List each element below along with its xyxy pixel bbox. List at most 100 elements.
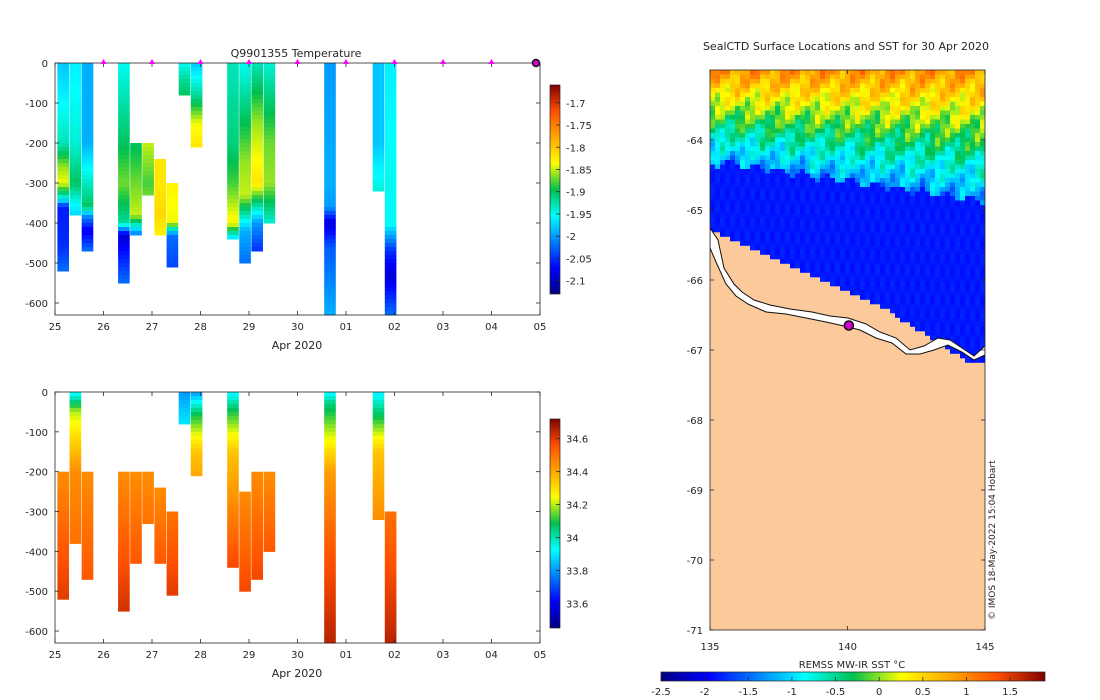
profile-column	[81, 63, 94, 252]
y-tick-label: -600	[25, 299, 48, 310]
x-tick-label: 27	[146, 322, 159, 333]
profile-column	[130, 143, 142, 236]
map-y-tick-label: -71	[687, 626, 703, 637]
profile-column	[81, 471, 94, 580]
colorbar-tick-label: 34.6	[566, 435, 588, 446]
temperature-colorbar: -1.7 -1.75 -1.8 -1.85 -1.9 -1.95 -2 -2.05 -2.1	[549, 84, 592, 295]
x-tick-label: 27	[146, 650, 159, 661]
sst-colorbar-tick-label: -2.5	[651, 687, 671, 698]
seal-location-marker	[843, 320, 855, 331]
profile-column	[142, 143, 154, 196]
profile-column	[130, 471, 142, 564]
sst-map-panel: SealCTD Surface Locations and SST for 30…	[651, 40, 1046, 698]
sst-colorbar-tick-label: -1	[787, 687, 797, 698]
colorbar-tick-label: 34	[566, 533, 579, 544]
x-tick-label: 02	[388, 650, 401, 661]
ice-shelf-edge	[710, 227, 985, 361]
profile-column	[118, 471, 130, 612]
profile-column	[178, 392, 191, 425]
profile-column	[384, 63, 397, 316]
sst-colorbar-tick-label: -1.5	[739, 687, 759, 698]
colorbar-tick-label: 33.6	[566, 599, 588, 610]
y-tick-label: -400	[25, 219, 48, 230]
profile-marker	[197, 59, 204, 64]
temperature-data	[57, 63, 397, 316]
sst-colorbar-tick-label: -2	[700, 687, 710, 698]
profile-column	[118, 63, 130, 284]
map-x-tick-label: 135	[700, 642, 719, 653]
x-tick-label: 30	[291, 650, 304, 661]
profile-column	[372, 63, 385, 192]
profile-column	[251, 471, 263, 580]
colorbar-tick-label: -1.95	[566, 210, 592, 221]
profile-column	[324, 392, 336, 644]
profile-column	[239, 491, 251, 592]
temperature-xlabel: Apr 2020	[272, 339, 323, 352]
sst-colorbar: REMSS MW-IR SST °C -2.5 -2 -1.5 -1 -0.5 0 0.5 1…	[651, 660, 1046, 698]
x-tick-label: 01	[340, 322, 353, 333]
profile-column	[142, 471, 154, 524]
current-profile-marker	[531, 58, 541, 68]
x-tick-label: 29	[243, 650, 256, 661]
profile-column	[178, 63, 191, 96]
map-axes: 135 140 145 -64 -65 -66 -67 -68 -69 -70 -71	[687, 70, 995, 653]
profile-column	[69, 63, 82, 216]
x-tick-label: 29	[243, 322, 256, 333]
x-tick-label: 04	[485, 322, 498, 333]
sst-colorbar-tick-label: -0.5	[826, 687, 846, 698]
y-tick-label: -300	[25, 508, 48, 519]
salinity-data	[57, 392, 397, 644]
colorbar-tick-label: -2	[566, 232, 576, 243]
sst-colorbar-tick-label: 1.5	[1002, 687, 1018, 698]
x-tick-label: 05	[534, 322, 547, 333]
map-y-tick-label: -70	[687, 556, 703, 567]
profile-column	[263, 471, 276, 552]
x-tick-label: 30	[291, 322, 304, 333]
colorbar-tick-label: -1.85	[566, 165, 592, 176]
map-y-tick-label: -66	[687, 276, 703, 287]
profile-column	[69, 392, 82, 544]
x-tick-label: 25	[49, 322, 62, 333]
profile-marker	[100, 59, 107, 64]
x-tick-label: 05	[534, 650, 547, 661]
profile-column	[57, 471, 69, 600]
profile-marker	[391, 59, 398, 64]
colorbar-tick-label: 34.2	[566, 501, 588, 512]
map-title: SealCTD Surface Locations and SST for 30…	[703, 40, 989, 53]
profile-column	[154, 487, 166, 564]
map-x-tick-label: 140	[838, 642, 857, 653]
x-tick-label: 25	[49, 650, 62, 661]
map-x-tick-label: 145	[975, 642, 994, 653]
x-tick-label: 02	[388, 322, 401, 333]
y-tick-label: -500	[25, 259, 48, 270]
sst-colorbar-tick-label: 0.5	[915, 687, 931, 698]
profile-column	[384, 511, 397, 644]
y-tick-label: -200	[25, 468, 48, 479]
y-tick-label: -600	[25, 627, 48, 638]
sst-colorbar-label: REMSS MW-IR SST °C	[799, 660, 906, 671]
profile-marker	[294, 59, 301, 64]
x-tick-label: 03	[437, 650, 450, 661]
profile-marker	[343, 59, 349, 64]
salinity-panel: 25 26 27 28 29 30 01 02 03 04 05 0 -100 -200 -300 -400 -…	[25, 388, 588, 680]
colorbar-tick-label: 34.4	[566, 468, 588, 479]
salinity-xlabel: Apr 2020	[272, 667, 323, 680]
x-tick-label: 28	[194, 322, 207, 333]
map-y-tick-label: -65	[687, 206, 703, 217]
profile-marker	[149, 59, 155, 64]
x-tick-label: 01	[340, 650, 353, 661]
profile-column	[324, 63, 336, 316]
profile-column	[57, 63, 69, 272]
y-tick-label: -500	[25, 587, 48, 598]
profile-column	[251, 63, 263, 252]
y-tick-label: 0	[42, 388, 48, 399]
colorbar-tick-label: -1.9	[566, 188, 586, 199]
salinity-colorbar: 34.6 34.4 34.2 34 33.8 33.6	[549, 418, 588, 629]
profile-column	[263, 63, 276, 224]
temperature-panel: Q9901355 Temperature 25 26 27 28 29 30 01 02 03 0…	[25, 47, 592, 352]
y-tick-label: -200	[25, 139, 48, 150]
y-tick-label: -100	[25, 428, 48, 439]
x-tick-label: 03	[437, 322, 450, 333]
profile-column	[154, 159, 166, 236]
